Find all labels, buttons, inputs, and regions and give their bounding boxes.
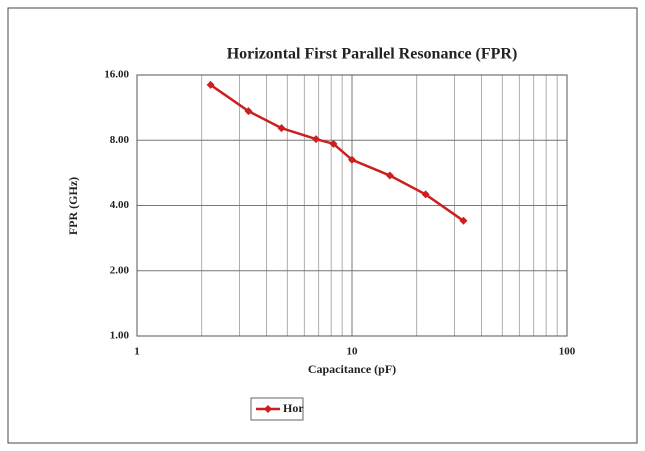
data-point xyxy=(329,139,338,148)
x-tick-label: 100 xyxy=(559,346,576,358)
legend-marker xyxy=(264,405,272,413)
legend-label: Hor xyxy=(283,401,304,415)
y-tick-label: 8.00 xyxy=(110,134,130,146)
data-point xyxy=(459,216,468,225)
data-point xyxy=(206,80,215,89)
y-axis-label: FPR (GHz) xyxy=(66,177,80,235)
x-axis-label: Capacitance (pF) xyxy=(308,362,396,376)
chart-title: Horizontal First Parallel Resonance (FPR… xyxy=(227,46,518,63)
y-tick-label: 1.00 xyxy=(110,330,130,342)
data-point xyxy=(277,124,286,133)
data-point xyxy=(311,135,320,144)
data-point xyxy=(348,155,356,164)
chart-frame xyxy=(7,7,638,444)
x-tick-label: 10 xyxy=(347,346,359,358)
data-point xyxy=(421,190,430,199)
y-tick-label: 4.00 xyxy=(110,199,130,211)
y-tick-label: 2.00 xyxy=(110,264,130,276)
plot-area xyxy=(136,74,568,337)
data-point xyxy=(244,107,253,116)
y-tick-label: 16.00 xyxy=(104,69,129,81)
data-point xyxy=(385,171,394,180)
x-tick-label: 1 xyxy=(134,346,140,358)
